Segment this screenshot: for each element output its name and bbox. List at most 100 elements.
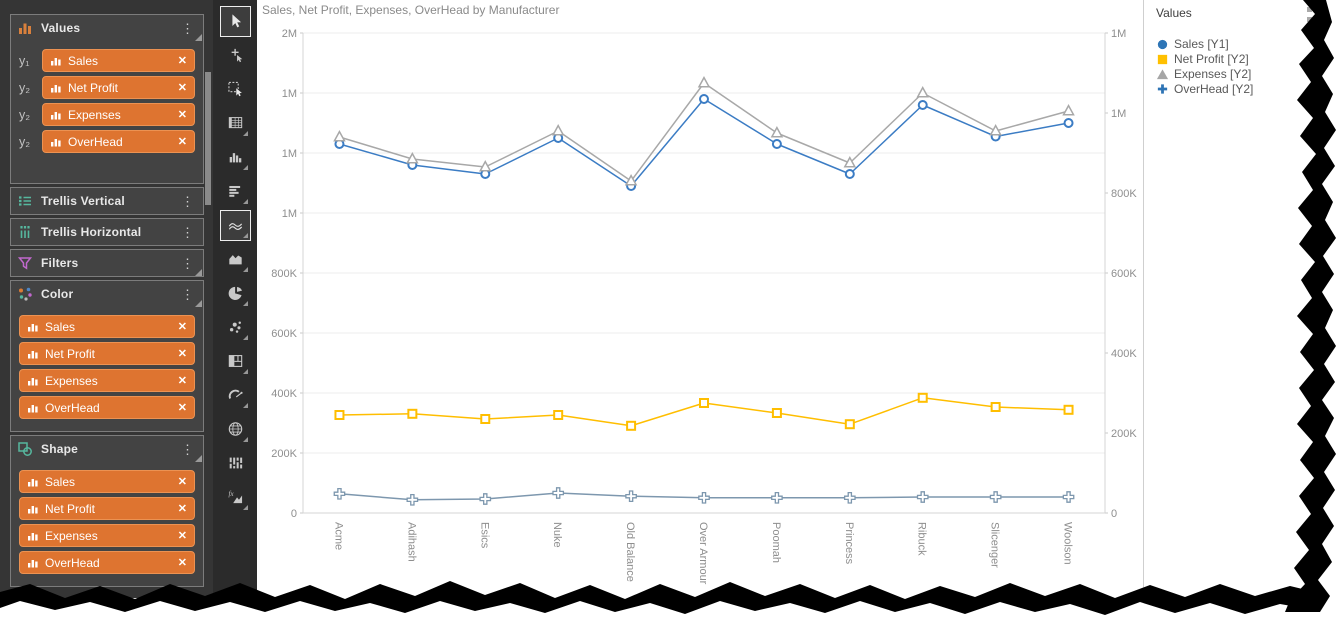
pill-expenses[interactable]: Expenses ✕ — [19, 369, 195, 392]
column-chart-icon — [50, 82, 62, 94]
field-row: Expenses ✕ — [19, 369, 195, 392]
column-chart-icon — [50, 55, 62, 67]
kebab-menu-icon[interactable]: ⋮ — [181, 286, 194, 302]
remove-icon[interactable]: ✕ — [177, 530, 187, 542]
remove-icon[interactable]: ✕ — [177, 402, 187, 414]
kpi-chart-tool[interactable]: fx — [220, 482, 251, 513]
column-chart-icon — [27, 557, 39, 569]
property-panels: Values ⋮ y₁ Sales ✕ y₂ Net Profit ✕ y₂ Expenses ✕ y… — [10, 14, 204, 587]
pill-net-profit[interactable]: Net Profit ✕ — [19, 497, 195, 520]
pill-label: Sales — [45, 319, 76, 334]
svg-text:800K: 800K — [271, 268, 297, 280]
pill-overhead[interactable]: OverHead ✕ — [42, 130, 195, 153]
column-chart-icon — [27, 402, 39, 414]
legend-item-expenses[interactable]: Expenses [Y2] — [1156, 67, 1338, 81]
legend-label: Net Profit [Y2] — [1174, 52, 1249, 66]
bar-chart-tool[interactable] — [220, 176, 251, 207]
field-row: Net Profit ✕ — [19, 342, 195, 365]
series-overhead[interactable] — [333, 487, 1075, 506]
legend-item-overhead[interactable]: OverHead [Y2] — [1156, 82, 1338, 96]
plus-symbol — [1157, 83, 1168, 94]
kebab-menu-icon[interactable]: ⋮ — [181, 224, 194, 240]
legend-label: OverHead [Y2] — [1174, 82, 1254, 96]
remove-icon[interactable]: ✕ — [177, 321, 187, 333]
marquee-select-tool[interactable] — [220, 74, 251, 105]
circle-symbol — [1157, 39, 1168, 49]
series-expenses[interactable] — [333, 76, 1075, 186]
remove-icon[interactable]: ✕ — [177, 136, 187, 148]
move-tool-tool[interactable] — [220, 40, 251, 71]
svg-text:Princess: Princess — [843, 522, 855, 565]
series-net-profit[interactable] — [334, 392, 1074, 431]
gauge-chart-tool[interactable] — [220, 380, 251, 411]
x-axis-labels: Acme Adihash Esics Nuke Old Balance Over Armo… — [332, 522, 1073, 585]
table-chart-tool[interactable] — [220, 108, 251, 139]
pill-overhead[interactable]: OverHead ✕ — [19, 396, 195, 419]
svg-text:Poomah: Poomah — [770, 522, 782, 563]
chart-panel: Sales, Net Profit, Expenses, OverHead by… — [257, 0, 1143, 627]
panel-header[interactable]: Trellis Vertical ⋮ — [11, 188, 203, 214]
field-row: OverHead ✕ — [19, 551, 195, 574]
legend-item-sales[interactable]: Sales [Y1] — [1156, 37, 1338, 51]
pill-expenses[interactable]: Expenses ✕ — [19, 524, 195, 547]
pointer-select-tool[interactable] — [219, 5, 251, 37]
panel-title: Values — [41, 21, 81, 35]
panel-body: y₁ Sales ✕ y₂ Net Profit ✕ y₂ Expenses ✕ y₂ OverHe… — [11, 41, 203, 183]
pill-sales[interactable]: Sales ✕ — [19, 315, 195, 338]
map-chart-tool[interactable] — [220, 414, 251, 445]
remove-icon[interactable]: ✕ — [177, 476, 187, 488]
line-chart-plot[interactable]: 2M 1M 1M 1M 800K 600K 400K 200K 0 1M 1M 800K 600K 400… — [257, 0, 1143, 596]
pill-label: OverHead — [68, 134, 123, 149]
scrollbar-thumb[interactable] — [205, 72, 211, 205]
pill-net-profit[interactable]: Net Profit ✕ — [19, 342, 195, 365]
panel-body: Sales ✕ Net Profit ✕ Expenses ✕ OverHead ✕ — [11, 307, 203, 431]
remove-icon[interactable]: ✕ — [177, 503, 187, 515]
pill-expenses[interactable]: Expenses ✕ — [42, 103, 195, 126]
kebab-menu-icon[interactable]: ⋮ — [181, 255, 194, 271]
svg-text:Woolson: Woolson — [1062, 522, 1074, 565]
values-icon — [17, 20, 33, 36]
pill-sales[interactable]: Sales ✕ — [19, 470, 195, 493]
pill-net-profit[interactable]: Net Profit ✕ — [42, 76, 195, 99]
area-chart-tool[interactable] — [220, 244, 251, 275]
pill-sales[interactable]: Sales ✕ — [42, 49, 195, 72]
remove-icon[interactable]: ✕ — [177, 55, 187, 67]
panel-header[interactable]: Values ⋮ — [11, 15, 203, 41]
kebab-menu-icon[interactable]: ⋮ — [181, 441, 194, 457]
remove-icon[interactable]: ✕ — [177, 557, 187, 569]
panel-shape: Shape ⋮ Sales ✕ Net Profit ✕ Expenses ✕ OverHead… — [10, 435, 204, 587]
treemap-chart-tool[interactable] — [220, 346, 251, 377]
column-chart-tool[interactable] — [220, 142, 251, 173]
panel-header[interactable]: Color ⋮ — [11, 281, 203, 307]
parallel-chart-tool[interactable] — [220, 448, 251, 479]
pill-label: Net Profit — [68, 80, 119, 95]
sidebar-scrollbar[interactable] — [205, 0, 212, 627]
legend-item-net-profit[interactable]: Net Profit [Y2] — [1156, 52, 1338, 66]
legend-menu-icon[interactable] — [1307, 7, 1312, 32]
legend-label: Expenses [Y2] — [1174, 67, 1252, 81]
panel-header[interactable]: Trellis Horizontal ⋮ — [11, 219, 203, 245]
kebab-menu-icon[interactable]: ⋮ — [181, 193, 194, 209]
svg-text:Acme: Acme — [332, 522, 344, 550]
svg-text:Ribuck: Ribuck — [916, 522, 928, 556]
series-sales[interactable] — [334, 94, 1074, 191]
y2-axis-labels: 1M 1M 800K 600K 400K 200K 0 — [1105, 28, 1137, 520]
scatter-chart-tool[interactable] — [220, 312, 251, 343]
axis-assignment-label: y₁ — [19, 53, 30, 68]
remove-icon[interactable]: ✕ — [177, 82, 187, 94]
pill-label: Sales — [68, 53, 99, 68]
kebab-menu-icon[interactable]: ⋮ — [181, 20, 194, 36]
pie-chart-tool[interactable] — [220, 278, 251, 309]
axis-assignment-label: y₂ — [19, 134, 31, 149]
panel-header[interactable]: Filters ⋮ — [11, 250, 203, 276]
column-chart-icon — [27, 476, 39, 488]
line-chart-tool[interactable] — [219, 209, 251, 241]
remove-icon[interactable]: ✕ — [177, 109, 187, 121]
panel-header[interactable]: Shape ⋮ — [11, 436, 203, 462]
pill-overhead[interactable]: OverHead ✕ — [19, 551, 195, 574]
column-chart-icon — [27, 321, 39, 333]
remove-icon[interactable]: ✕ — [177, 348, 187, 360]
remove-icon[interactable]: ✕ — [177, 375, 187, 387]
panel-title: Trellis Vertical — [41, 194, 125, 208]
